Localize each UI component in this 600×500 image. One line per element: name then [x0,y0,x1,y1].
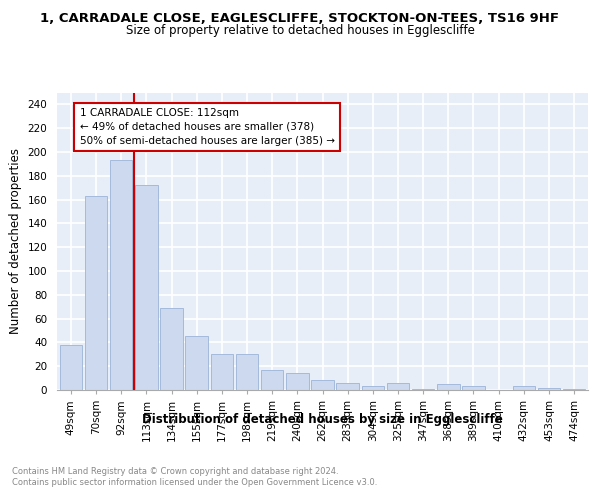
Bar [160,308,183,390]
Bar [437,384,460,390]
Bar [311,380,334,390]
Bar [110,160,133,390]
Bar [512,386,535,390]
Y-axis label: Number of detached properties: Number of detached properties [9,148,22,334]
Bar [462,386,485,390]
Bar [135,186,158,390]
Bar [412,389,434,390]
Text: Size of property relative to detached houses in Egglescliffe: Size of property relative to detached ho… [125,24,475,37]
Bar [563,389,586,390]
Bar [261,370,283,390]
Text: Contains HM Land Registry data © Crown copyright and database right 2024.
Contai: Contains HM Land Registry data © Crown c… [12,468,377,487]
Text: 1, CARRADALE CLOSE, EAGLESCLIFFE, STOCKTON-ON-TEES, TS16 9HF: 1, CARRADALE CLOSE, EAGLESCLIFFE, STOCKT… [41,12,560,26]
Bar [286,374,308,390]
Bar [211,354,233,390]
Bar [236,354,259,390]
Bar [185,336,208,390]
Bar [538,388,560,390]
Bar [85,196,107,390]
Bar [386,383,409,390]
Bar [362,386,384,390]
Text: 1 CARRADALE CLOSE: 112sqm
← 49% of detached houses are smaller (378)
50% of semi: 1 CARRADALE CLOSE: 112sqm ← 49% of detac… [80,108,335,146]
Bar [337,383,359,390]
Bar [59,345,82,390]
Text: Distribution of detached houses by size in Egglescliffe: Distribution of detached houses by size … [142,412,503,426]
